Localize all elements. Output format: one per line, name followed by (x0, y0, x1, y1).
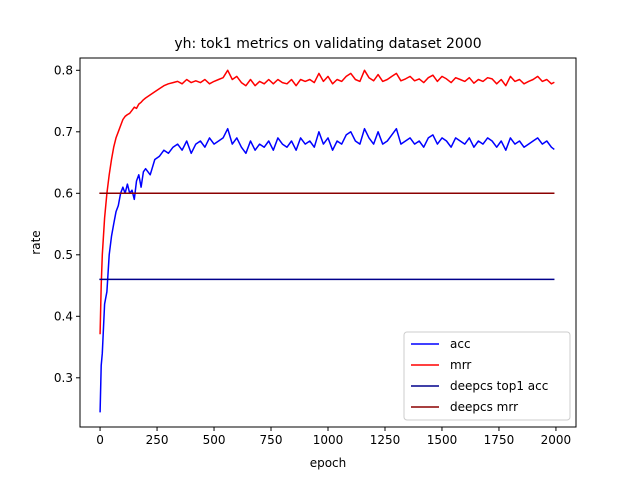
legend-label-deepcs-top1-acc: deepcs top1 acc (450, 379, 548, 393)
x-tick-label: 500 (203, 433, 226, 447)
x-tick-label: 1250 (370, 433, 401, 447)
legend-label-acc: acc (450, 337, 471, 351)
y-tick-label: 0.6 (54, 186, 73, 200)
chart-title: yh: tok1 metrics on validating dataset 2… (174, 36, 481, 52)
y-tick-label: 0.5 (54, 248, 73, 262)
x-axis-ticks: 0 250 500 750 1000 1250 1500 1750 2000 (96, 427, 571, 447)
y-tick-label: 0.7 (54, 125, 73, 139)
x-tick-label: 0 (96, 433, 104, 447)
x-tick-label: 1500 (427, 433, 458, 447)
y-axis-label: rate (29, 230, 43, 254)
series-line-mrr (99, 69, 555, 335)
legend-label-mrr: mrr (450, 358, 471, 372)
x-tick-label: 750 (260, 433, 283, 447)
legend-frame (403, 331, 571, 421)
legend-label-deepcs-mrr: deepcs mrr (450, 400, 518, 414)
y-axis-ticks: 0.3 0.4 0.5 0.6 0.7 0.8 (54, 63, 80, 385)
legend: acc mrr deepcs top1 acc deepcs mrr (403, 331, 571, 421)
x-axis-label: epoch (310, 456, 347, 470)
y-tick-label: 0.8 (54, 63, 73, 77)
x-tick-label: 1000 (313, 433, 344, 447)
y-tick-label: 0.4 (54, 309, 73, 323)
series-layer (99, 69, 555, 413)
x-tick-label: 1750 (484, 433, 515, 447)
series-line-acc (99, 127, 555, 413)
x-tick-label: 2000 (541, 433, 572, 447)
y-tick-label: 0.3 (54, 371, 73, 385)
legend-items: acc mrr deepcs top1 acc deepcs mrr (411, 337, 548, 414)
x-tick-label: 250 (146, 433, 169, 447)
